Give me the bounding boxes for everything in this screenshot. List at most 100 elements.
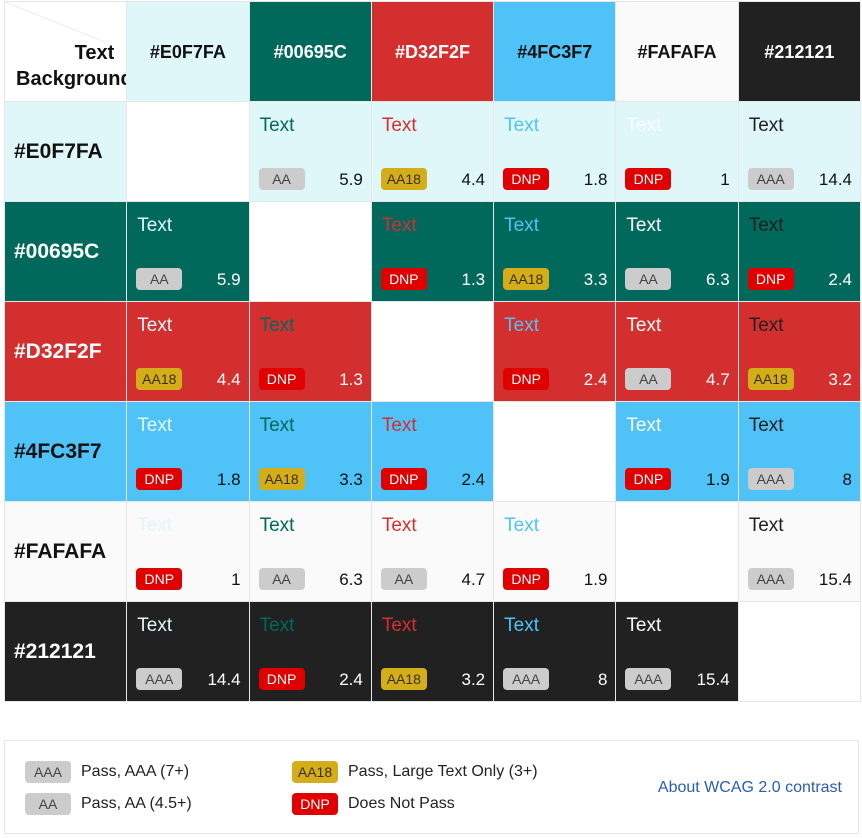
contrast-ratio: 4.7 xyxy=(706,370,730,389)
contrast-cell: Text AA 4.7 xyxy=(615,301,739,402)
empty-cell xyxy=(493,401,617,502)
column-header-label: #4FC3F7 xyxy=(517,42,593,62)
rating-badge: AA xyxy=(625,368,672,390)
contrast-grid: Text Background #E0F7FA #00695C #D32F2F #4F… xyxy=(3,1,862,702)
rating-badge: AA18 xyxy=(258,468,305,490)
empty-cell xyxy=(737,601,862,702)
sample-text: Text xyxy=(748,215,784,236)
contrast-ratio: 14.4 xyxy=(818,170,852,189)
contrast-cell: Text AAA 8 xyxy=(737,401,862,502)
contrast-ratio: 4.4 xyxy=(461,170,486,189)
contrast-cell: Text DNP 2.4 xyxy=(248,601,372,702)
rating-badge: DNP xyxy=(380,468,427,490)
sample-text: Text xyxy=(626,415,662,436)
sample-text: Text xyxy=(626,215,662,236)
contrast-ratio: 15.4 xyxy=(818,570,852,589)
contrast-cell: Text AAA 15.4 xyxy=(737,501,862,602)
diagonal-divider xyxy=(5,2,105,43)
contrast-ratio: 14.4 xyxy=(207,670,241,689)
rating-badge: DNP xyxy=(625,168,672,190)
row-header-label: #E0F7FA xyxy=(14,139,103,163)
sample-text: Text xyxy=(626,115,662,136)
rating-badge: DNP xyxy=(136,468,183,490)
contrast-ratio: 5.9 xyxy=(339,170,363,189)
rating-badge: AA xyxy=(258,568,305,590)
sample-text: Text xyxy=(259,515,295,536)
sample-text: Text xyxy=(504,115,539,136)
grid-row: #00695C Text AA 5.9 Text DNP 1.3 Text AA18 3.3 Tex… xyxy=(3,201,862,302)
rating-badge: AAA xyxy=(747,468,794,490)
rating-badge: DNP xyxy=(258,368,305,390)
contrast-ratio: 1.8 xyxy=(216,470,241,489)
contrast-cell: Text AA 6.3 xyxy=(248,501,372,602)
rating-badge: AAA xyxy=(747,168,794,190)
legend: AAA Pass, AAA (7+) AA Pass, AA (4.5+) AA18… xyxy=(4,740,859,834)
row-header: #FAFAFA xyxy=(3,501,128,602)
rating-badge: DNP xyxy=(503,368,550,390)
rating-badge: DNP xyxy=(503,568,550,590)
contrast-ratio: 1.9 xyxy=(706,470,730,489)
contrast-cell: Text DNP 1 xyxy=(615,101,739,202)
sample-text: Text xyxy=(381,415,417,436)
sample-text: Text xyxy=(381,215,417,236)
contrast-ratio: 15.4 xyxy=(696,670,730,689)
rating-badge: AA18 xyxy=(380,668,427,690)
rating-badge: AAA xyxy=(503,668,550,690)
rating-badge: AA xyxy=(258,168,305,190)
contrast-ratio: 8 xyxy=(842,470,852,489)
row-header: #D32F2F xyxy=(3,301,128,402)
contrast-cell: Text DNP 2.4 xyxy=(737,201,862,302)
corner-header: Text Background xyxy=(3,1,128,102)
contrast-cell: Text AAA 8 xyxy=(493,601,617,702)
rating-badge: AA18 xyxy=(503,268,550,290)
contrast-ratio: 6.3 xyxy=(339,570,363,589)
empty-cell xyxy=(248,201,372,302)
rating-badge: DNP xyxy=(747,268,794,290)
contrast-cell: Text DNP 1.3 xyxy=(370,201,495,302)
sample-text: Text xyxy=(137,515,173,536)
background-axis-label: Background xyxy=(16,68,127,90)
sample-text: Text xyxy=(626,315,662,336)
contrast-ratio: 1 xyxy=(720,170,730,189)
contrast-ratio: 1.8 xyxy=(583,170,608,189)
row-header: #00695C xyxy=(3,201,128,302)
rating-badge: AA18 xyxy=(136,368,183,390)
contrast-ratio: 2.4 xyxy=(828,270,852,289)
legend-dnp: DNP Does Not Pass xyxy=(292,793,455,815)
column-header-label: #D32F2F xyxy=(394,42,470,62)
about-wcag-link[interactable]: About WCAG 2.0 contrast xyxy=(657,779,842,796)
contrast-ratio: 5.9 xyxy=(216,270,241,289)
contrast-cell: Text AA18 4.4 xyxy=(126,301,250,402)
rating-badge: AAA xyxy=(625,668,672,690)
text-axis-label: Text xyxy=(74,42,115,64)
grid-row: #E0F7FA Text AA 5.9 Text AA18 4.4 Text DNP 1.8 Tex… xyxy=(3,101,862,202)
sample-text: Text xyxy=(748,515,784,536)
sample-text: Text xyxy=(504,215,539,236)
sample-text: Text xyxy=(504,315,539,336)
contrast-cell: Text DNP 2.4 xyxy=(493,301,617,402)
column-header: #FAFAFA xyxy=(615,1,739,102)
contrast-ratio: 6.3 xyxy=(706,270,730,289)
rating-badge: AA xyxy=(625,268,672,290)
rating-badge: AA18 xyxy=(747,368,794,390)
sample-text: Text xyxy=(137,615,173,636)
rating-badge: DNP xyxy=(136,568,183,590)
contrast-ratio: 2.4 xyxy=(461,470,486,489)
empty-cell xyxy=(615,501,739,602)
legend-aa18-text: Pass, Large Text Only (3+) xyxy=(348,763,538,780)
sample-text: Text xyxy=(259,615,295,636)
sample-text: Text xyxy=(748,315,784,336)
column-header-label: #E0F7FA xyxy=(149,42,226,62)
contrast-ratio: 2.4 xyxy=(339,670,363,689)
contrast-ratio: 2.4 xyxy=(583,370,608,389)
contrast-cell: Text DNP 1.8 xyxy=(126,401,250,502)
row-header-label: #00695C xyxy=(14,239,100,263)
sample-text: Text xyxy=(626,615,662,636)
rating-badge: DNP xyxy=(503,168,550,190)
contrast-cell: Text AA18 3.2 xyxy=(370,601,495,702)
contrast-ratio: 4.4 xyxy=(216,370,241,389)
contrast-cell: Text DNP 1.3 xyxy=(248,301,372,402)
sample-text: Text xyxy=(137,415,173,436)
column-header: #00695C xyxy=(248,1,372,102)
column-header-label: #00695C xyxy=(273,42,347,62)
